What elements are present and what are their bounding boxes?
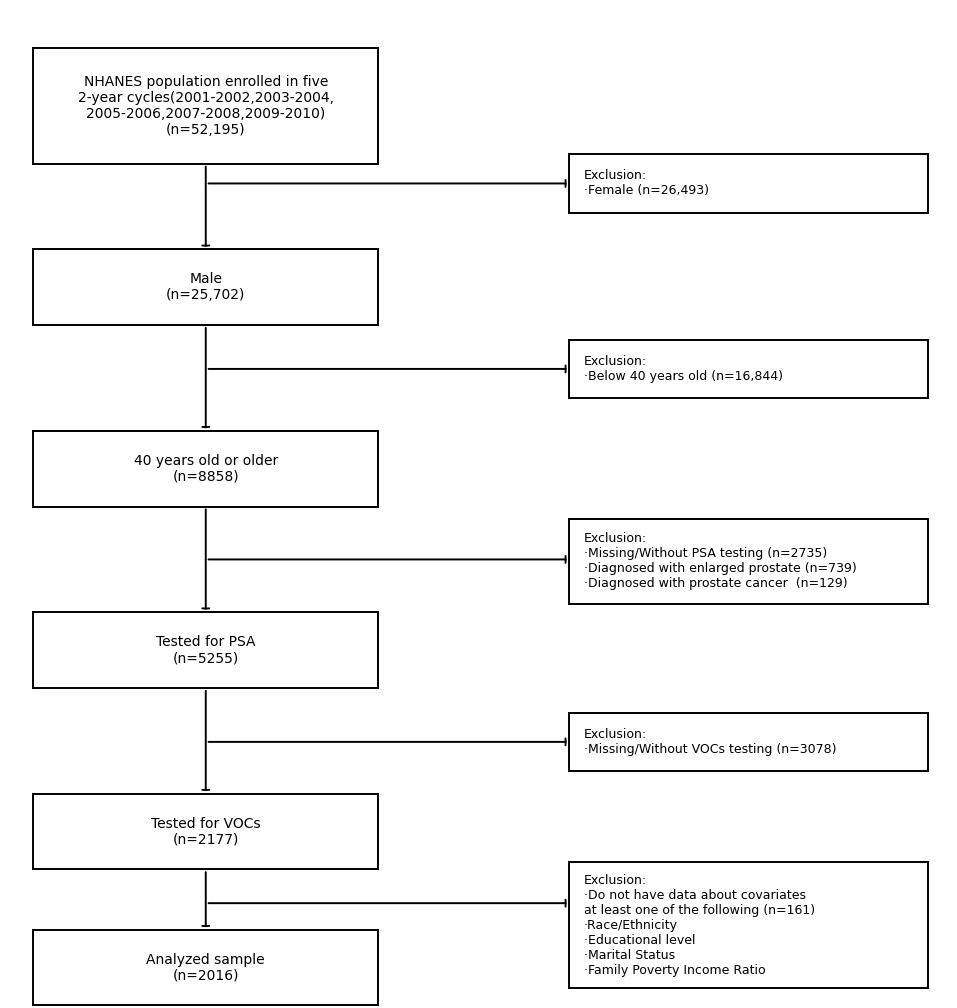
Text: 40 years old or older
(n=8858): 40 years old or older (n=8858) (134, 454, 278, 484)
Text: Tested for VOCs
(n=2177): Tested for VOCs (n=2177) (151, 816, 260, 847)
Text: Exclusion:
·Do not have data about covariates
at least one of the following (n=1: Exclusion: ·Do not have data about covar… (584, 874, 815, 977)
Text: Analyzed sample
(n=2016): Analyzed sample (n=2016) (146, 953, 265, 983)
Bar (33, 929, 378, 1006)
Bar (569, 713, 928, 771)
Text: Exclusion:
·Below 40 years old (n=16,844): Exclusion: ·Below 40 years old (n=16,844… (584, 355, 783, 383)
Bar (33, 250, 378, 326)
Text: Male
(n=25,702): Male (n=25,702) (167, 272, 245, 302)
Text: Tested for PSA
(n=5255): Tested for PSA (n=5255) (156, 635, 256, 665)
Text: NHANES population enrolled in five
2-year cycles(2001-2002,2003-2004,
2005-2006,: NHANES population enrolled in five 2-yea… (78, 75, 334, 137)
Text: Exclusion:
·Missing/Without PSA testing (n=2735)
·Diagnosed with enlarged prosta: Exclusion: ·Missing/Without PSA testing … (584, 532, 857, 591)
Text: Exclusion:
·Missing/Without VOCs testing (n=3078): Exclusion: ·Missing/Without VOCs testing… (584, 728, 836, 756)
Bar (569, 340, 928, 398)
Bar (33, 612, 378, 687)
Bar (33, 48, 378, 163)
Text: Exclusion:
·Female (n=26,493): Exclusion: ·Female (n=26,493) (584, 169, 709, 198)
Bar (33, 794, 378, 869)
Bar (569, 154, 928, 213)
Bar (569, 863, 928, 988)
Bar (33, 431, 378, 506)
Bar (569, 518, 928, 605)
